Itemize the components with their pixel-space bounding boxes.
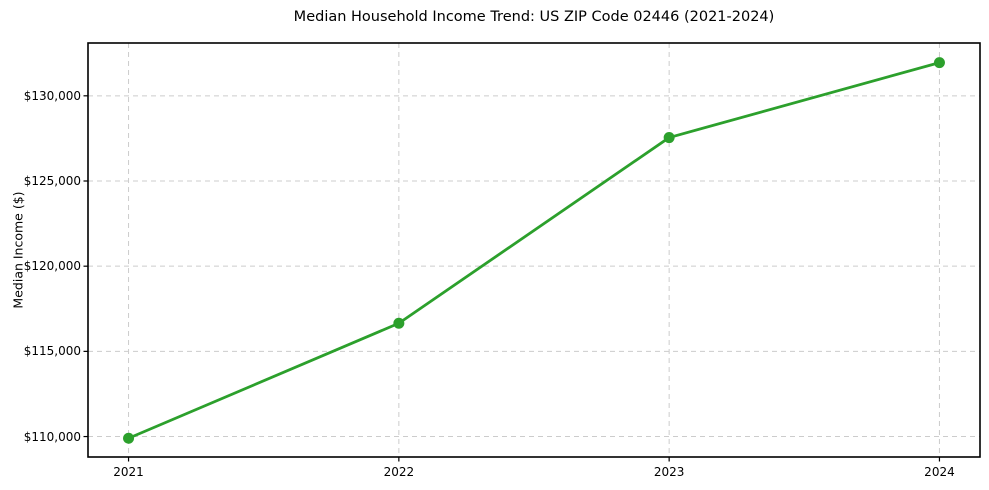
x-tick-label: 2021 xyxy=(113,465,144,479)
x-tick-label: 2024 xyxy=(924,465,955,479)
axes-spines xyxy=(87,42,981,458)
data-point-marker xyxy=(123,432,135,444)
y-tick-label: $120,000 xyxy=(23,259,81,274)
data-point-marker xyxy=(393,317,405,329)
plot-background xyxy=(88,43,980,457)
data-point-marker xyxy=(663,132,675,144)
y-tick-label: $110,000 xyxy=(23,429,81,444)
chart-title: Median Household Income Trend: US ZIP Co… xyxy=(293,9,775,25)
y-tick-label: $125,000 xyxy=(23,174,81,188)
y-tick-label: $115,000 xyxy=(23,344,81,359)
income-trend-line xyxy=(127,61,941,440)
x-tick-label: 2022 xyxy=(383,465,415,479)
data-point-marker xyxy=(933,57,945,69)
x-tick-label: 2023 xyxy=(653,465,685,479)
y-tick-label: $130,000 xyxy=(23,88,81,103)
